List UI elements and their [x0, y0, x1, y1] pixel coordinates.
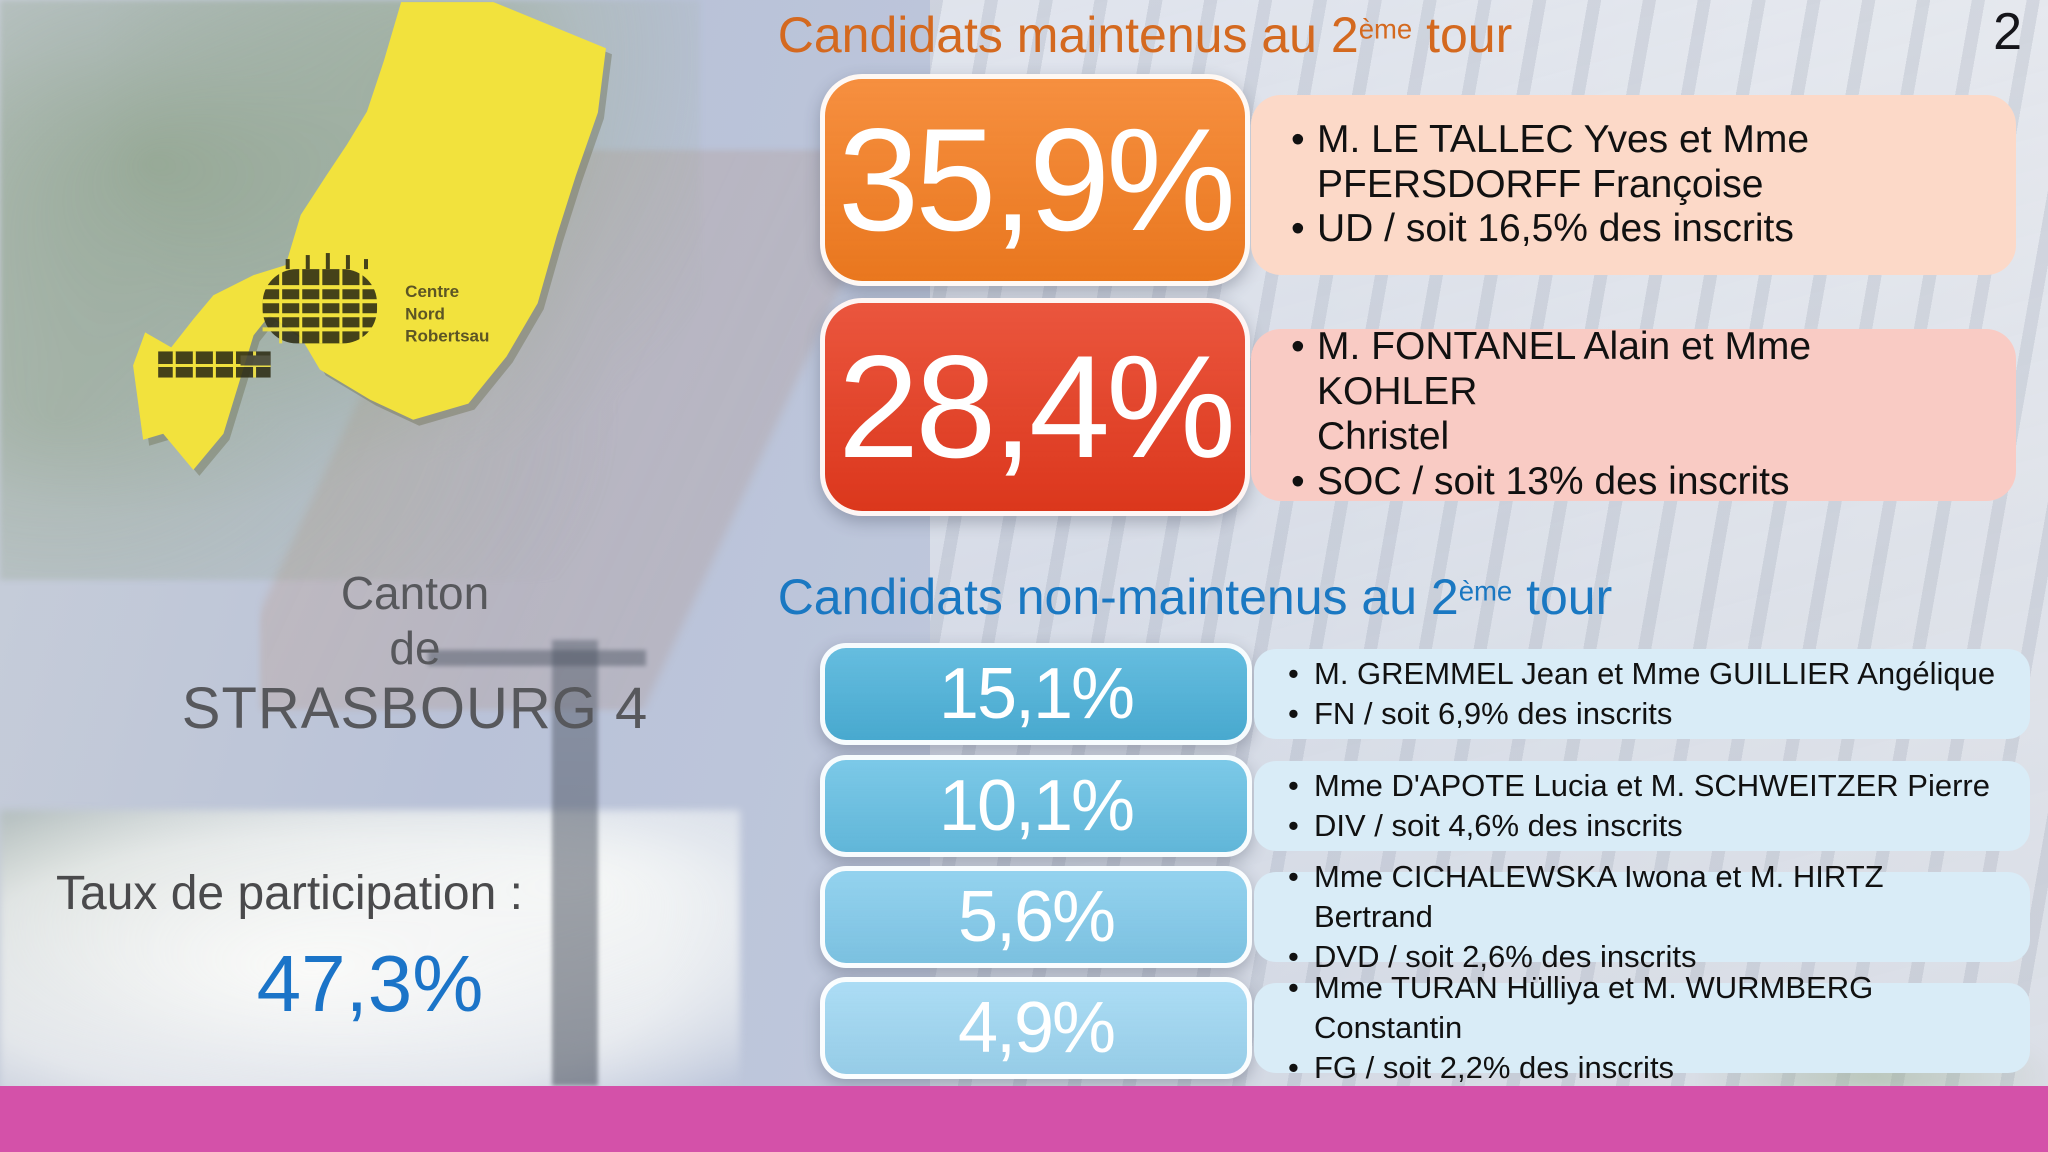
participation-label: Taux de participation :: [56, 867, 523, 920]
pct-box-maintained-1: 35,9%: [820, 74, 1250, 286]
pct-value: 5,6%: [957, 877, 1116, 957]
background-blossom-bush: [0, 810, 740, 1100]
pct-box-maintained-2: 28,4%: [820, 298, 1250, 516]
maintained-title-sup: ème: [1358, 13, 1413, 45]
pct-value: 35,9%: [838, 98, 1236, 261]
maintained-section-title: Candidats maintenus au 2ème tour: [540, 6, 1750, 64]
candidate-names: Mme CICHALEWSKA Iwona et M. HIRTZ Bertra…: [1284, 857, 2000, 938]
pct-box-non-maintained-1: 15,1%: [820, 643, 1252, 745]
candidate-panel-maintained-2: M. FONTANEL Alain et Mme KOHLER Christel…: [1251, 325, 2016, 505]
pct-value: 10,1%: [938, 766, 1135, 846]
non-maintained-title-sup: ème: [1458, 575, 1513, 607]
candidate-panel-non-maintained-1: M. GREMMEL Jean et Mme GUILLIER Angéliqu…: [1254, 649, 2030, 739]
pct-box-non-maintained-4: 4,9%: [820, 977, 1252, 1079]
pct-box-non-maintained-2: 10,1%: [820, 755, 1252, 857]
parliament-building-icon: [262, 253, 378, 344]
candidate-names: M. FONTANEL Alain et Mme KOHLER Christel: [1287, 325, 1976, 460]
map-region-label: Centre Nord Robertsau: [405, 282, 489, 345]
candidate-party-line: DIV / soit 4,6% des inscrits: [1284, 806, 2000, 847]
pct-box-non-maintained-3: 5,6%: [820, 866, 1252, 968]
pct-value: 28,4%: [838, 325, 1236, 488]
candidate-names: Mme TURAN Hülliya et M. WURMBERG Constan…: [1284, 968, 2000, 1049]
svg-text:Nord: Nord: [405, 304, 445, 323]
candidate-panel-non-maintained-4: Mme TURAN Hülliya et M. WURMBERG Constan…: [1254, 968, 2030, 1089]
canton-map-shape: [133, 2, 606, 470]
candidate-names: Mme D'APOTE Lucia et M. SCHWEITZER Pierr…: [1284, 766, 2000, 807]
canton-line1: Canton: [340, 567, 490, 619]
background-fence-rail: [428, 650, 646, 666]
canton-line2: de: [389, 622, 441, 675]
svg-text:Centre: Centre: [405, 282, 459, 301]
bottom-accent-bar: [0, 1086, 2048, 1152]
pct-value: 4,9%: [957, 988, 1116, 1068]
non-maintained-section-title: Candidats non-maintenus au 2ème tour: [590, 568, 1800, 626]
candidate-names: M. GREMMEL Jean et Mme GUILLIER Angéliqu…: [1284, 654, 2000, 695]
candidate-party-line: FN / soit 6,9% des inscrits: [1284, 694, 2000, 735]
page-number: 2: [1993, 3, 2022, 61]
background-fence-post: [552, 640, 598, 1086]
candidate-names: M. LE TALLEC Yves et Mme PFERSDORFF Fran…: [1287, 118, 1976, 208]
pct-value: 15,1%: [938, 654, 1135, 734]
non-maintained-title-suffix: tour: [1512, 569, 1613, 625]
candidate-party-line: FG / soit 2,2% des inscrits: [1284, 1048, 2000, 1089]
candidate-party-line: UD / soit 16,5% des inscrits: [1287, 207, 1976, 252]
maintained-title-text: Candidats maintenus au 2: [777, 7, 1359, 63]
maintained-title-suffix: tour: [1412, 7, 1513, 63]
canton-line3: STRASBOURG 4: [181, 676, 649, 742]
svg-text:Robertsau: Robertsau: [405, 326, 489, 345]
canton-map: Centre Nord Robertsau: [133, 2, 612, 476]
candidate-panel-non-maintained-3: Mme CICHALEWSKA Iwona et M. HIRTZ Bertra…: [1254, 857, 2030, 978]
canton-title: Canton de STRASBOURG 4: [170, 566, 660, 743]
station-building-icon: [158, 351, 271, 378]
candidate-party-line: SOC / soit 13% des inscrits: [1287, 460, 1976, 505]
participation-value: 47,3%: [256, 939, 484, 1028]
candidate-panel-maintained-1: M. LE TALLEC Yves et Mme PFERSDORFF Fran…: [1251, 95, 2016, 275]
candidate-panel-non-maintained-2: Mme D'APOTE Lucia et M. SCHWEITZER Pierr…: [1254, 761, 2030, 851]
non-maintained-title-text: Candidats non-maintenus au 2: [777, 569, 1459, 625]
